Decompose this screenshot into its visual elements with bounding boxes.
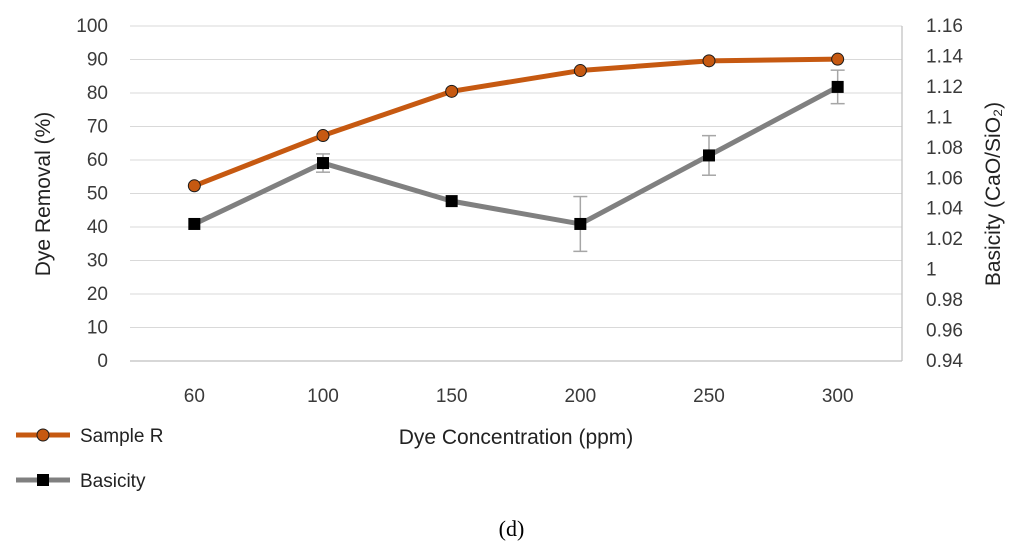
y-left-tick-label: 60 — [87, 150, 108, 171]
gridlines — [130, 25, 902, 328]
chart: 0 10 20 30 40 50 60 70 80 90 100 0.94 0.96 0.98 1 1.02… — [16, 16, 1005, 492]
x-axis-ticks: 60 100 150 200 250 300 — [184, 386, 854, 407]
y-left-tick-label: 50 — [87, 184, 108, 205]
data-point-basicity — [703, 149, 715, 162]
y-left-tick-label: 30 — [87, 251, 108, 272]
data-point-sample-r — [573, 64, 587, 78]
series-basicity — [188, 69, 845, 253]
data-point-basicity — [317, 157, 329, 170]
y-left-tick-label: 100 — [76, 16, 108, 37]
y-right-tick-label: 0.96 — [926, 321, 963, 342]
data-point-basicity — [188, 217, 201, 230]
legend: Sample R Basicity — [16, 426, 163, 492]
x-axis-title: Dye Concentration (ppm) — [399, 426, 634, 449]
data-point-sample-r — [702, 54, 716, 68]
y-left-tick-label: 0 — [97, 351, 108, 372]
series-line-basicity — [191, 84, 841, 227]
y-axis-right-title: Basicity (CaO/SiO₂) — [982, 102, 1005, 286]
y-left-tick-label: 40 — [87, 217, 108, 238]
panel-label: (d) — [498, 516, 525, 541]
y-right-tick-label: 1.04 — [926, 199, 963, 220]
y-right-tick-label: 1.1 — [926, 107, 952, 128]
y-right-tick-label: 0.94 — [926, 351, 963, 372]
y-left-tick-label: 90 — [87, 50, 108, 71]
legend-label-sample-r: Sample R — [80, 426, 163, 447]
legend-label-basicity: Basicity — [80, 471, 146, 492]
data-point-basicity — [574, 217, 587, 230]
y-axis-left-title: Dye Removal (%) — [32, 112, 55, 277]
y-right-tick-label: 1.08 — [926, 138, 963, 159]
y-left-tick-label: 70 — [87, 117, 108, 138]
x-tick-label: 60 — [184, 386, 205, 407]
x-tick-label: 200 — [564, 386, 596, 407]
y-right-tick-label: 1.02 — [926, 229, 963, 250]
right-axis-ticks: 0.94 0.96 0.98 1 1.02 1.04 1.06 1.08 1.1 1.12 1.14… — [926, 16, 963, 372]
left-axis-ticks: 0 10 20 30 40 50 60 70 80 90 100 — [76, 16, 108, 372]
x-tick-label: 300 — [822, 386, 854, 407]
legend-marker-sample-r — [36, 428, 50, 442]
legend-marker-basicity — [37, 474, 49, 486]
x-tick-label: 250 — [693, 386, 725, 407]
y-right-tick-label: 1.06 — [926, 168, 963, 189]
series-sample-r — [187, 52, 845, 193]
y-right-tick-label: 1 — [926, 260, 937, 281]
data-point-sample-r — [445, 84, 459, 98]
data-point-sample-r — [831, 52, 845, 66]
axes — [130, 26, 903, 362]
y-left-tick-label: 80 — [87, 83, 108, 104]
data-point-sample-r — [316, 129, 330, 143]
x-tick-label: 150 — [436, 386, 468, 407]
x-tick-label: 100 — [307, 386, 339, 407]
data-point-basicity — [445, 195, 458, 208]
y-right-tick-label: 1.16 — [926, 16, 963, 37]
y-left-tick-label: 10 — [87, 318, 108, 339]
series-line-sample-r — [191, 56, 841, 189]
y-right-tick-label: 1.14 — [926, 46, 963, 67]
data-point-sample-r — [187, 179, 201, 193]
series-layer — [187, 52, 845, 253]
y-left-tick-label: 20 — [87, 284, 108, 305]
legend-item-sample-r: Sample R — [16, 426, 163, 447]
data-point-basicity — [831, 80, 844, 93]
y-right-tick-label: 1.12 — [926, 77, 963, 98]
legend-item-basicity: Basicity — [16, 471, 146, 492]
y-right-tick-label: 0.98 — [926, 290, 963, 311]
